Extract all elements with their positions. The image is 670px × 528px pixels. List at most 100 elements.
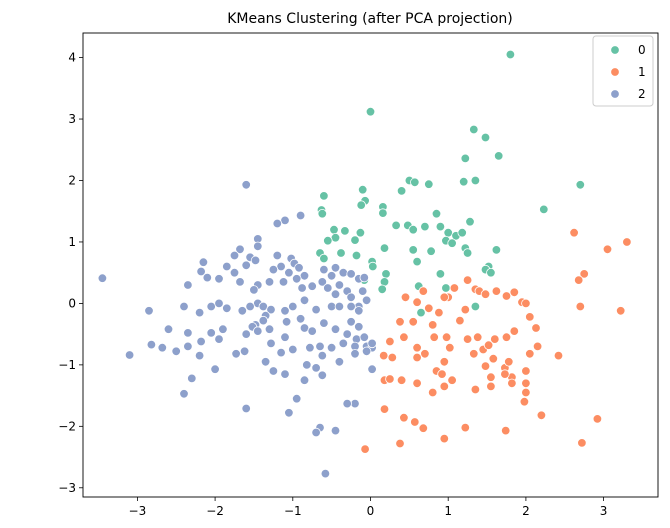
point-series-2-132 — [311, 427, 321, 438]
point-series-0-57 — [435, 269, 446, 279]
point-series-1-57 — [412, 352, 422, 363]
point-series-2-128 — [284, 408, 294, 418]
point-series-1-73 — [486, 381, 496, 392]
point-series-1-22 — [412, 297, 422, 307]
point-series-1-87 — [360, 444, 370, 454]
point-series-2-82 — [354, 322, 364, 332]
point-series-2-60 — [266, 304, 276, 315]
point-series-1-35 — [501, 332, 512, 342]
point-series-0-50 — [426, 246, 436, 256]
point-series-2-40 — [297, 283, 307, 293]
point-series-1-6 — [616, 306, 626, 316]
point-series-2-126 — [317, 370, 328, 381]
points-layer — [97, 49, 632, 479]
point-series-1-44 — [469, 349, 479, 359]
point-series-2-54 — [194, 307, 205, 318]
point-series-0-32 — [408, 224, 418, 235]
point-series-2-15 — [214, 274, 224, 284]
point-series-2-95 — [163, 324, 174, 334]
point-series-2-23 — [268, 264, 279, 275]
point-series-2-91 — [218, 324, 228, 334]
point-series-2-3 — [272, 218, 283, 229]
point-series-2-49 — [183, 280, 193, 290]
point-series-1-11 — [491, 286, 502, 296]
point-series-2-136 — [292, 394, 302, 404]
point-series-2-78 — [307, 326, 317, 336]
point-series-2-94 — [183, 328, 193, 338]
point-series-1-12 — [501, 291, 512, 301]
point-series-2-1 — [295, 210, 306, 221]
point-series-0-12 — [358, 184, 368, 195]
x-tick-label: 2 — [522, 504, 530, 518]
point-series-2-99 — [157, 343, 168, 353]
point-series-1-13 — [509, 287, 520, 298]
y-axis: −3 −2 −1 0 1 2 3 4 — [58, 51, 83, 495]
point-series-0-44 — [319, 253, 329, 264]
point-series-2-89 — [239, 346, 250, 357]
point-series-0-24 — [329, 224, 339, 235]
y-tick-label: 3 — [68, 112, 76, 126]
point-series-2-32 — [334, 280, 345, 290]
point-series-1-75 — [519, 397, 530, 407]
point-series-2-137 — [268, 366, 279, 376]
point-series-0-53 — [381, 269, 391, 279]
point-series-0-26 — [355, 227, 366, 238]
point-series-2-93 — [196, 336, 206, 347]
chart-title: KMeans Clustering (after PCA projection) — [227, 11, 513, 27]
point-series-1-18 — [449, 283, 460, 293]
point-series-2-83 — [342, 329, 352, 339]
point-series-0-19 — [378, 208, 388, 218]
point-series-2-53 — [222, 303, 232, 314]
point-series-0-23 — [539, 204, 549, 215]
point-series-2-127 — [367, 364, 377, 374]
point-series-2-120 — [334, 357, 345, 367]
point-series-1-78 — [379, 404, 390, 414]
legend-label-0: 0 — [638, 43, 646, 57]
point-series-1-29 — [408, 317, 418, 327]
point-series-0-52 — [368, 261, 378, 272]
point-series-2-0 — [241, 180, 251, 190]
point-series-2-123 — [302, 360, 312, 370]
point-series-2-26 — [292, 274, 302, 284]
point-series-2-97 — [183, 341, 193, 352]
point-series-2-125 — [299, 375, 310, 385]
point-series-1-51 — [521, 366, 531, 376]
point-series-0-22 — [575, 180, 586, 190]
point-series-2-133 — [330, 425, 341, 436]
point-series-1-59 — [437, 369, 447, 379]
point-series-1-79 — [399, 413, 409, 423]
point-series-2-87 — [266, 338, 276, 349]
point-series-0-33 — [420, 221, 430, 232]
point-series-0-63 — [416, 307, 426, 318]
point-series-2-33 — [346, 269, 356, 279]
point-series-2-134 — [320, 468, 331, 479]
point-series-1-56 — [387, 352, 398, 363]
point-series-2-38 — [264, 277, 275, 287]
point-series-0-30 — [391, 220, 401, 231]
point-series-1-42 — [412, 343, 422, 353]
point-series-1-27 — [455, 315, 465, 326]
point-series-1-68 — [396, 375, 407, 385]
point-series-2-18 — [272, 250, 283, 261]
point-series-2-52 — [214, 298, 224, 309]
point-series-1-32 — [462, 334, 473, 344]
point-series-0-39 — [447, 238, 457, 248]
point-series-1-83 — [501, 425, 511, 436]
point-series-2-107 — [260, 357, 271, 367]
point-series-0-1 — [365, 106, 376, 117]
x-tick-label: 1 — [444, 504, 452, 518]
point-series-0-7 — [459, 176, 469, 187]
point-series-2-90 — [231, 349, 241, 359]
point-series-2-92 — [206, 328, 216, 338]
point-series-2-105 — [187, 373, 197, 384]
point-series-2-103 — [214, 334, 224, 344]
point-series-2-17 — [235, 277, 245, 287]
point-series-2-109 — [280, 369, 290, 379]
point-series-1-80 — [410, 417, 420, 427]
point-series-1-72 — [470, 384, 481, 395]
point-series-2-5 — [253, 241, 263, 252]
point-series-0-11 — [396, 186, 407, 196]
point-series-2-96 — [194, 350, 205, 361]
point-series-2-43 — [330, 289, 341, 299]
point-series-2-64 — [311, 304, 321, 315]
